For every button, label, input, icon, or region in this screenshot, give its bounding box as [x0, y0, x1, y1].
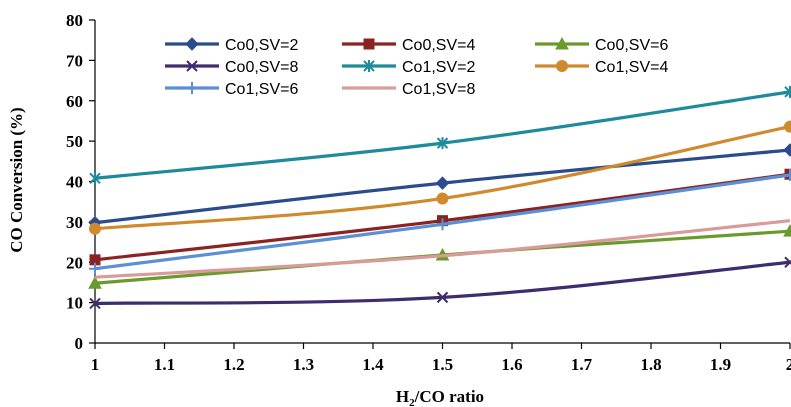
series-layer: [88, 85, 791, 310]
legend-label: Co1,SV=6: [225, 81, 298, 98]
legend-item: Co1,SV=4: [535, 59, 668, 76]
legend-marker: [185, 37, 199, 51]
y-tick-label: 40: [66, 173, 83, 192]
data-point: [435, 176, 450, 190]
legend-label: Co0,SV=6: [595, 37, 668, 54]
legend-label: Co1,SV=8: [402, 81, 475, 98]
legend-marker: [555, 36, 569, 50]
x-tick-label: 1.6: [501, 355, 522, 374]
y-tick-label: 50: [66, 132, 83, 151]
series-group: [89, 256, 791, 310]
data-point: [436, 291, 449, 304]
x-tick-label: 1.9: [710, 355, 731, 374]
legend-label: Co0,SV=8: [225, 59, 298, 76]
legend-marker: [556, 60, 568, 72]
y-tick-label: 10: [66, 294, 83, 313]
legend-label: Co1,SV=4: [595, 59, 668, 76]
data-point: [784, 85, 791, 98]
legend-item: Co0,SV=8: [165, 59, 298, 76]
legend-marker: [186, 82, 198, 94]
x-tick-label: 1.8: [640, 355, 661, 374]
y-tick-label: 20: [66, 253, 83, 272]
series-group: [89, 85, 791, 185]
x-tick-label: 1.4: [362, 355, 384, 374]
series-group: [89, 120, 791, 235]
series-group: [94, 219, 791, 279]
x-tick-label: 1: [91, 355, 100, 374]
legend-label: Co1,SV=2: [402, 59, 475, 76]
y-ticks: 0 10 20 30 40 50 60 70 80: [66, 11, 95, 353]
series-line: [94, 90, 791, 180]
legend-item: Co1,SV=8: [342, 81, 475, 98]
x-tick-label: 2: [786, 355, 791, 374]
data-point: [89, 262, 101, 275]
legend-item: Co0,SV=4: [342, 37, 475, 54]
x-tick-label: 1.2: [223, 355, 244, 374]
data-point: [436, 137, 449, 150]
data-point: [436, 218, 449, 231]
x-tick-label: 1.5: [432, 355, 453, 374]
y-axis-title: CO Conversion (%): [7, 107, 26, 252]
y-tick-label: 0: [75, 334, 84, 353]
x-tick-label: 1.1: [154, 355, 175, 374]
y-tick-label: 60: [66, 92, 83, 111]
x-tick-label: 1.3: [293, 355, 314, 374]
legend-item: Co0,SV=6: [535, 36, 668, 54]
data-point: [783, 224, 791, 237]
y-tick-label: 30: [66, 213, 83, 232]
x-axis-title-main: H: [396, 387, 409, 406]
legend-item: Co1,SV=2: [342, 59, 475, 76]
x-axis-title: H2/CO ratio: [396, 387, 484, 407]
legend-item: Co0,SV=2: [165, 37, 298, 54]
data-point: [784, 169, 791, 182]
x-axis-title-subscript: 2: [409, 397, 415, 407]
data-point: [88, 276, 102, 289]
data-point: [783, 143, 791, 157]
legend-item: Co1,SV=6: [165, 81, 298, 98]
legend-label: Co0,SV=2: [225, 37, 298, 54]
data-point: [784, 120, 791, 133]
y-tick-label: 80: [66, 11, 83, 30]
series-line: [94, 219, 791, 279]
data-point: [89, 172, 101, 185]
legend-marker: [363, 38, 375, 50]
legend-marker: [186, 60, 198, 72]
data-point: [436, 192, 449, 205]
legend: Co0,SV=2 Co0,SV=4 Co0,SV=6 Co0,SV=8 Co1,SV=2…: [165, 36, 668, 98]
legend-marker: [363, 60, 375, 72]
x-tick-label: 1.7: [571, 355, 593, 374]
x-axis-title-rest: /CO ratio: [414, 387, 484, 406]
data-point: [784, 256, 791, 268]
series-group: [89, 169, 791, 275]
data-point: [89, 297, 101, 310]
x-ticks: 1 1.1 1.2 1.3 1.4 1.5 1.6 1.7 1.8 1.9 2: [91, 343, 791, 374]
data-point: [89, 222, 101, 235]
y-tick-label: 70: [66, 51, 83, 70]
legend-label: Co0,SV=4: [402, 37, 475, 54]
